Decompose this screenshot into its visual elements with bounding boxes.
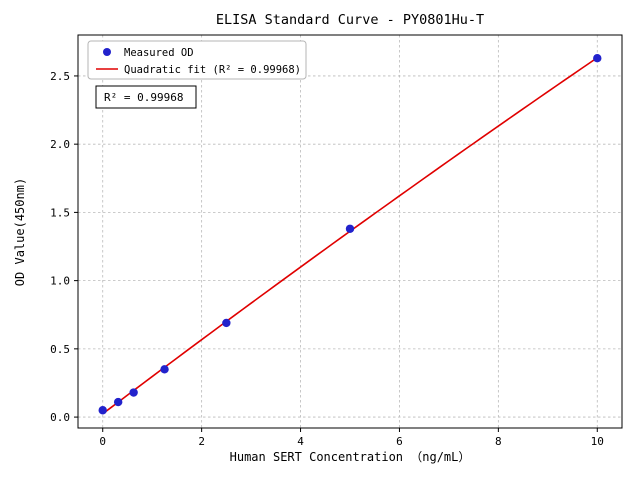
x-tick-label: 2 (198, 435, 205, 448)
legend-marker-measured-icon (103, 48, 111, 56)
data-point (113, 397, 123, 407)
legend-label-measured: Measured OD (124, 47, 194, 59)
plot-frame (77, 34, 623, 429)
x-tick-label: 8 (495, 435, 502, 448)
data-point (98, 406, 107, 415)
x-tick-label: 0 (99, 435, 106, 448)
y-tick-label: 1.0 (50, 275, 70, 288)
plot-area: 0 2 4 6 8 10 0.0 0.5 1.0 1.5 2.0 2.5 (50, 34, 623, 448)
x-tick-label: 4 (297, 435, 304, 448)
y-tick-label: 2.5 (50, 70, 70, 83)
annotation-box (95, 85, 197, 109)
data-point (222, 318, 231, 328)
x-tick-label: 6 (396, 435, 403, 448)
fit-line (102, 57, 598, 415)
chart-title: ELISA Standard Curve - PY0801Hu-T (216, 12, 484, 28)
r-squared-annotation: R² = 0.99968 (95, 85, 197, 109)
y-tick-label: 0.5 (50, 343, 70, 356)
y-tick-label: 0.0 (50, 411, 70, 424)
x-tick-label: 10 (591, 435, 604, 448)
y-tick-label: 2.0 (50, 138, 70, 151)
data-point (593, 53, 602, 63)
data-point (345, 224, 355, 233)
annotation-label: R² = 0.99968 (104, 91, 183, 104)
legend: Measured OD Quadratic fit (R² = 0.99968) (87, 40, 307, 80)
legend-label-fit: Quadratic fit (R² = 0.99968) (124, 64, 301, 76)
data-point (160, 365, 169, 374)
y-axis-label: OD Value(450nm) (13, 178, 27, 286)
y-tick-label: 1.5 (50, 206, 70, 219)
x-axis-label: Human SERT Concentration （ng/mL） (230, 450, 471, 464)
data-point (129, 388, 138, 397)
legend-box (87, 40, 307, 80)
